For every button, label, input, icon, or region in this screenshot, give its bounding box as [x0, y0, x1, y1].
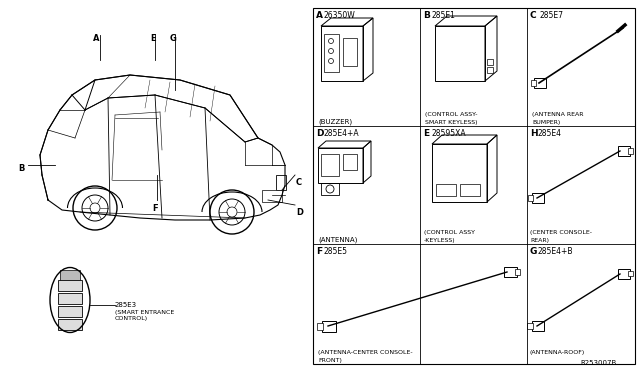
Bar	[618, 269, 630, 279]
Bar	[324, 34, 339, 72]
Text: BUMPER): BUMPER)	[532, 120, 560, 125]
Bar	[628, 271, 633, 276]
Bar	[343, 38, 357, 66]
Text: 285E4+A: 285E4+A	[324, 129, 360, 138]
Bar	[487, 67, 493, 73]
Text: C: C	[530, 11, 536, 20]
Bar	[515, 269, 520, 275]
Text: (CONTROL ASSY: (CONTROL ASSY	[424, 230, 475, 235]
Text: FRONT): FRONT)	[318, 358, 342, 363]
Text: A: A	[93, 34, 99, 43]
Text: F: F	[316, 247, 322, 256]
Bar	[262, 190, 282, 202]
Text: D: D	[296, 208, 303, 217]
Text: (ANTENNA REAR: (ANTENNA REAR	[532, 112, 584, 117]
Text: (CONTROL ASSY-: (CONTROL ASSY-	[425, 112, 477, 117]
Text: SMART KEYLESS): SMART KEYLESS)	[425, 120, 477, 125]
Bar	[504, 267, 517, 277]
Bar	[322, 321, 336, 332]
Bar	[532, 321, 544, 331]
Text: C: C	[296, 178, 302, 187]
Bar	[317, 323, 323, 330]
Text: A: A	[316, 11, 323, 20]
Bar	[60, 270, 80, 280]
Text: H: H	[530, 129, 538, 138]
Text: 26350W: 26350W	[324, 11, 356, 20]
Bar	[628, 148, 633, 154]
Bar	[527, 323, 533, 329]
Text: G: G	[530, 247, 538, 256]
Bar	[528, 195, 533, 201]
Bar	[534, 78, 546, 88]
Bar	[276, 175, 286, 190]
Text: -KEYLESS): -KEYLESS)	[424, 238, 456, 243]
Text: (ANTENNA): (ANTENNA)	[318, 236, 357, 243]
Bar	[313, 8, 635, 364]
Text: 28595XA: 28595XA	[431, 129, 466, 138]
Text: 285E5: 285E5	[324, 247, 348, 256]
Bar	[487, 59, 493, 65]
Text: REAR): REAR)	[530, 238, 549, 243]
Text: (ANTENNA-CENTER CONSOLE-: (ANTENNA-CENTER CONSOLE-	[318, 350, 413, 355]
Bar	[460, 184, 480, 196]
Text: R253007B: R253007B	[580, 360, 616, 366]
Text: 285E3: 285E3	[115, 302, 137, 308]
Bar	[436, 184, 456, 196]
Bar	[58, 280, 82, 291]
Bar	[618, 146, 630, 156]
Text: E: E	[150, 34, 156, 43]
Text: (BUZZER): (BUZZER)	[318, 118, 352, 125]
Bar	[58, 293, 82, 304]
Text: D: D	[316, 129, 323, 138]
Text: (CENTER CONSOLE-: (CENTER CONSOLE-	[530, 230, 592, 235]
Bar	[321, 183, 339, 195]
Bar	[532, 193, 544, 203]
Bar	[343, 154, 357, 170]
Text: B: B	[18, 164, 24, 173]
Bar	[321, 154, 339, 176]
Bar	[58, 319, 82, 330]
Text: E: E	[423, 129, 429, 138]
Text: F: F	[152, 204, 157, 213]
Text: G: G	[170, 34, 177, 43]
Text: 285E1: 285E1	[431, 11, 455, 20]
Text: 285E4+B: 285E4+B	[538, 247, 573, 256]
Bar	[531, 80, 536, 86]
Text: (ANTENNA-ROOF): (ANTENNA-ROOF)	[530, 350, 585, 355]
Text: 285E7: 285E7	[539, 11, 563, 20]
Bar	[58, 306, 82, 317]
Text: 285E4: 285E4	[538, 129, 562, 138]
Text: (SMART ENTRANCE
CONTROL): (SMART ENTRANCE CONTROL)	[115, 310, 174, 321]
Text: B: B	[423, 11, 430, 20]
